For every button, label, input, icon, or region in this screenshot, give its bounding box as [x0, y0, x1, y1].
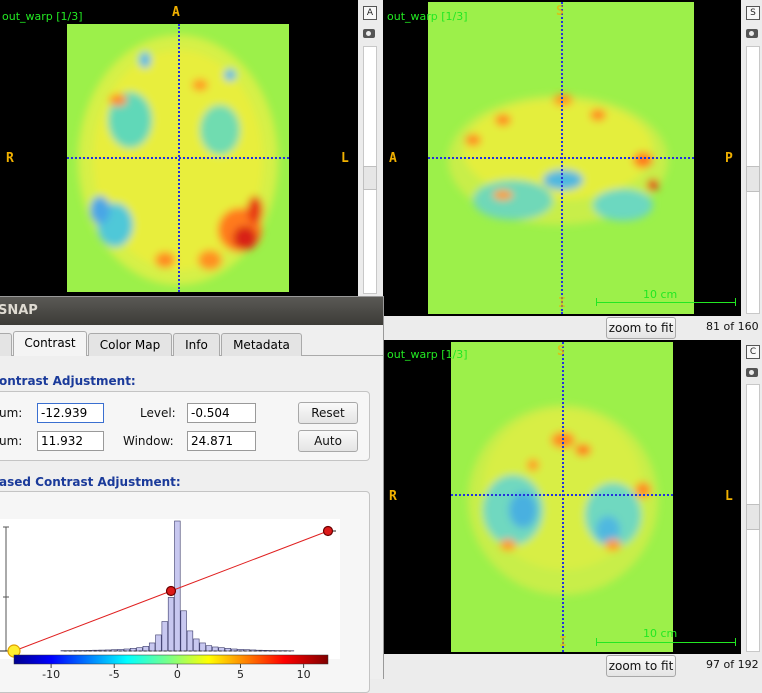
axial-left-label: R — [6, 151, 14, 166]
coronal-slice-number: 97 of 192 — [706, 658, 759, 671]
coronal-layer-title: out_warp [1/3] — [387, 348, 468, 361]
axial-corner-button[interactable]: A — [363, 6, 377, 20]
tab-metadata[interactable]: Metadata — [221, 333, 302, 356]
maximum-input[interactable]: 11.932 — [37, 431, 104, 451]
sagittal-left-label: A — [389, 151, 397, 166]
window-label: Window: — [123, 434, 174, 448]
coronal-sidebar: C — [741, 340, 762, 678]
histogram-bar — [193, 639, 199, 651]
sagittal-layer-title: out_warp [1/3] — [387, 10, 468, 23]
sagittal-zoom-to-fit-button[interactable]: zoom to fit — [606, 317, 676, 339]
sagittal-camera-icon[interactable] — [746, 29, 758, 38]
histogram-bar — [156, 635, 162, 651]
sagittal-scroll-thumb[interactable] — [746, 166, 760, 192]
sagittal-sidebar: S — [741, 0, 762, 340]
tab-previous[interactable] — [0, 333, 12, 356]
coronal-top-label: S — [557, 344, 565, 359]
axial-right-label: L — [341, 151, 349, 166]
sagittal-top-label: S — [556, 4, 564, 19]
axial-camera-icon[interactable] — [363, 29, 375, 38]
axial-view[interactable]: A R L out_warp [1/3] — [0, 0, 358, 296]
auto-button[interactable]: Auto — [298, 430, 358, 452]
histogram-x-tick-label: 10 — [297, 668, 311, 679]
sagittal-corner-button[interactable]: S — [746, 6, 760, 20]
coronal-bottom-label: I — [559, 635, 567, 650]
curve-control-point-max[interactable] — [324, 527, 333, 536]
coronal-right-label: L — [725, 489, 733, 504]
histogram-bar — [206, 646, 212, 651]
sagittal-scale-bar — [596, 302, 736, 303]
coronal-scale-bar — [596, 642, 736, 643]
tab-color-map[interactable]: Color Map — [88, 333, 172, 356]
level-label: Level: — [140, 406, 176, 420]
minimum-input[interactable]: -12.939 — [37, 403, 104, 423]
axial-crosshair-vertical — [178, 24, 180, 292]
coronal-scroll-thumb[interactable] — [746, 504, 760, 530]
histogram-chart[interactable]: -10 -5 0 5 10 — [0, 519, 340, 679]
histogram-x-tick-label: 0 — [174, 668, 181, 679]
tab-info[interactable]: Info — [173, 333, 220, 356]
sagittal-view[interactable]: S A P I out_warp [1/3] 10 cm — [383, 0, 741, 316]
sagittal-scale-tick-left — [596, 298, 597, 306]
sagittal-right-label: P — [725, 151, 733, 166]
histogram-bar — [200, 643, 206, 651]
histogram-bar — [143, 646, 149, 651]
dialog-titlebar[interactable]: SNAP — [0, 297, 383, 325]
histogram-bar — [168, 597, 174, 651]
tab-contrast[interactable]: Contrast — [13, 331, 87, 356]
histogram-bar — [219, 648, 225, 651]
histogram-bar — [137, 648, 143, 651]
histogram-bar — [212, 647, 218, 651]
histogram-x-tick-label: -10 — [42, 668, 60, 679]
axial-sidebar: A — [358, 0, 382, 296]
histogram-x-tick-label: 5 — [237, 668, 244, 679]
colormap-bar — [14, 655, 328, 664]
contrast-dialog: SNAP Contrast Color Map Info Metadata on… — [0, 296, 384, 679]
curve-control-point-mid[interactable] — [166, 587, 175, 596]
sagittal-slice-number: 81 of 160 — [706, 320, 759, 333]
histogram-bar — [187, 631, 193, 651]
coronal-left-label: R — [389, 489, 397, 504]
histogram-bar — [181, 611, 187, 651]
histogram-bar — [149, 643, 155, 651]
axial-top-label: A — [172, 5, 180, 20]
level-input[interactable]: -0.504 — [187, 403, 256, 423]
histogram-x-tick-label: -5 — [109, 668, 120, 679]
sagittal-crosshair-vertical — [561, 2, 563, 314]
coronal-view[interactable]: S R L I out_warp [1/3] 10 cm — [383, 340, 741, 654]
minimum-label: um: — [0, 406, 22, 420]
contrast-adjustment-heading: ontrast Adjustment: — [0, 374, 136, 388]
contrast-adjustment-group: um: -12.939 Level: -0.504 Reset um: 11.9… — [0, 391, 370, 461]
coronal-scale-label: 10 cm — [643, 627, 677, 640]
axial-layer-title: out_warp [1/3] — [2, 10, 83, 23]
sagittal-scale-label: 10 cm — [643, 288, 677, 301]
coronal-crosshair-vertical — [562, 342, 564, 652]
window-input[interactable]: 24.871 — [187, 431, 256, 451]
coronal-scale-tick-right — [735, 638, 736, 646]
dialog-title: SNAP — [0, 297, 38, 325]
histogram-bar — [175, 521, 181, 651]
histogram-bar — [162, 622, 168, 651]
coronal-zoom-to-fit-button[interactable]: zoom to fit — [606, 655, 676, 677]
sagittal-scale-tick-right — [735, 298, 736, 306]
maximum-label: um: — [0, 434, 22, 448]
coronal-corner-button[interactable]: C — [746, 345, 760, 359]
reset-button[interactable]: Reset — [298, 402, 358, 424]
coronal-camera-icon[interactable] — [746, 368, 758, 377]
curve-contrast-heading: ased Contrast Adjustment: — [0, 475, 181, 489]
coronal-scale-tick-left — [596, 638, 597, 646]
sagittal-bottom-label: I — [558, 296, 566, 311]
axial-scroll-thumb[interactable] — [363, 166, 377, 190]
